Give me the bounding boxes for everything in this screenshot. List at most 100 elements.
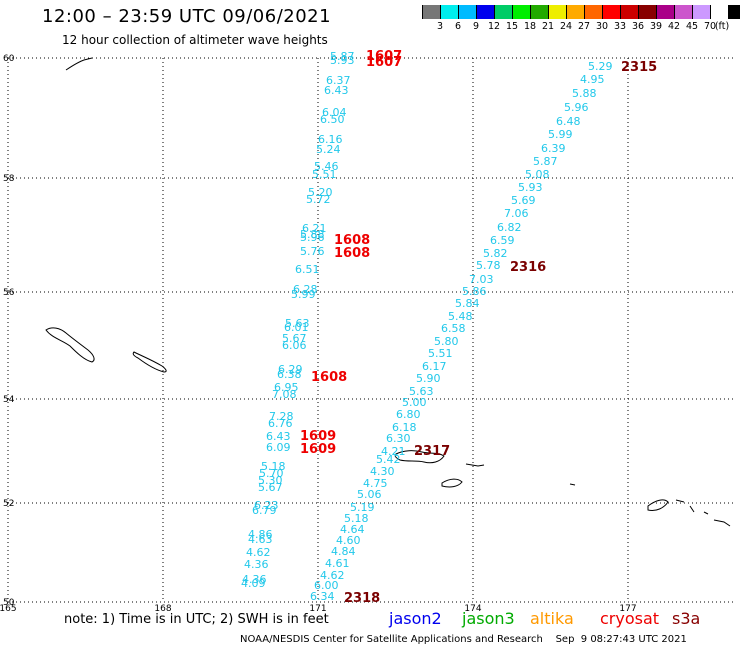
swh-value: 4.75 (363, 477, 388, 490)
track-east: 5.294.955.885.966.485.996.395.875.085.93… (310, 60, 613, 603)
swh-value: 5.99 (291, 288, 316, 301)
swh-value: 5.82 (483, 247, 508, 260)
swh-value: 6.04 (322, 106, 347, 119)
legend-swatch (621, 5, 639, 19)
swh-value: 5.63 (285, 317, 310, 330)
legend-label: 12 (487, 21, 501, 32)
legend-swatch (639, 5, 657, 19)
swh-value: 4.36 (244, 558, 269, 571)
swh-value: 5.46 (314, 160, 339, 173)
swh-value: 4.62 (246, 546, 271, 559)
lat-label: 54 (3, 395, 15, 405)
swh-value: 5.18 (344, 512, 369, 525)
swh-value: 6.59 (490, 234, 515, 247)
legend-swatch (477, 5, 495, 19)
swh-value: 6.51 (295, 263, 320, 276)
swh-value: 5.67 (258, 481, 283, 494)
swh-value: 5.99 (548, 128, 573, 141)
legend-swatch (422, 5, 441, 19)
swh-value: 5.93 (518, 181, 543, 194)
swh-value: 6.43 (324, 84, 349, 97)
legend-label: 70 (703, 21, 717, 32)
legend-swatch (441, 5, 459, 19)
legend-label: 30 (595, 21, 609, 32)
coastline-islet-2 (441, 478, 463, 488)
lat-label: 56 (3, 288, 15, 298)
swh-value: 6.06 (282, 339, 307, 352)
lat-label: 52 (3, 499, 14, 509)
swh-value: 6.37 (326, 74, 351, 87)
swh-value: 4.61 (325, 557, 350, 570)
coastline-near-islands (394, 450, 445, 464)
swh-value: 5.48 (448, 310, 473, 323)
lat-label: 50 (3, 598, 15, 608)
swh-value: 6.34 (310, 590, 335, 603)
page-title: 12:00 – 23:59 UTC 09/06/2021 (42, 6, 332, 27)
lat-label: 60 (3, 54, 15, 64)
legend-label: 21 (541, 21, 555, 32)
swh-value: 5.42 (376, 453, 401, 466)
legend-swatch (495, 5, 513, 19)
swh-value: 6.16 (318, 133, 343, 146)
swh-value: 5.19 (350, 501, 375, 514)
legend-swatch (585, 5, 603, 19)
legend-label: 27 (577, 21, 591, 32)
color-legend-bar (422, 5, 740, 19)
swh-value: 6.17 (422, 360, 447, 373)
time-label: 1608 (334, 246, 370, 261)
satellite-jason2: jason2 (389, 609, 442, 628)
swh-value: 6.76 (268, 417, 293, 430)
legend-swatch (657, 5, 675, 19)
track-west: 5.875.936.376.436.046.506.165.245.465.51… (241, 50, 355, 590)
swh-value: 6.43 (266, 430, 291, 443)
lat-label: 58 (3, 174, 15, 184)
legend-label: 36 (631, 21, 645, 32)
swh-value: 4.60 (336, 534, 361, 547)
swh-value: 4.09 (241, 577, 266, 590)
swh-value: 6.38 (277, 368, 302, 381)
swh-value: 5.88 (300, 228, 325, 241)
swh-value: 5.00 (402, 396, 427, 409)
time-labels: 1607160716081608160816091609231523162317… (300, 49, 657, 606)
satellite-cryosat: cryosat (600, 609, 660, 628)
time-label: 2315 (621, 60, 657, 75)
swh-value: 4.62 (320, 569, 345, 582)
legend-label: 39 (649, 21, 663, 32)
swh-value: 5.72 (306, 193, 331, 206)
swh-value: 5.96 (564, 101, 589, 114)
legend-swatch (675, 5, 693, 19)
swh-value: 5.51 (312, 168, 337, 181)
time-label: 2317 (414, 444, 450, 459)
swh-value: 6.30 (386, 432, 411, 445)
page-subtitle: 12 hour collection of altimeter wave hei… (62, 33, 328, 47)
footer-credit: NOAA/NESDIS Center for Satellite Applica… (240, 634, 687, 645)
swh-value: 5.93 (330, 54, 355, 67)
legend-unit: (ft) (714, 21, 730, 32)
swh-value: 5.84 (455, 297, 480, 310)
swh-value: 6.82 (497, 221, 522, 234)
swh-value: 6.09 (266, 441, 291, 454)
swh-value: 5.90 (416, 372, 441, 385)
coastlines (45, 57, 731, 527)
swh-value: 5.70 (259, 467, 284, 480)
lon-label: 177 (619, 604, 636, 614)
legend-swatch (459, 5, 477, 19)
swh-value: 7.06 (504, 207, 529, 220)
swh-value: 5.87 (533, 155, 558, 168)
swh-value: 5.76 (300, 245, 325, 258)
swh-value: 5.80 (434, 335, 459, 348)
swh-value: 4.63 (248, 533, 273, 546)
swh-value: 5.30 (258, 474, 283, 487)
coastline-kamchatka (65, 57, 93, 71)
swh-value: 4.86 (248, 528, 273, 541)
satellite-altika: altika (530, 609, 574, 628)
time-label: 1608 (311, 370, 347, 385)
legend-swatch (729, 5, 740, 19)
swh-value: 4.64 (340, 523, 365, 536)
swh-value: 4.30 (370, 465, 395, 478)
swh-value: 7.28 (269, 410, 294, 423)
swh-value: 5.96 (300, 231, 325, 244)
satellite-s3a: s3a (672, 609, 701, 628)
note-text: note: 1) Time is in UTC; 2) SWH is in fe… (64, 612, 329, 627)
